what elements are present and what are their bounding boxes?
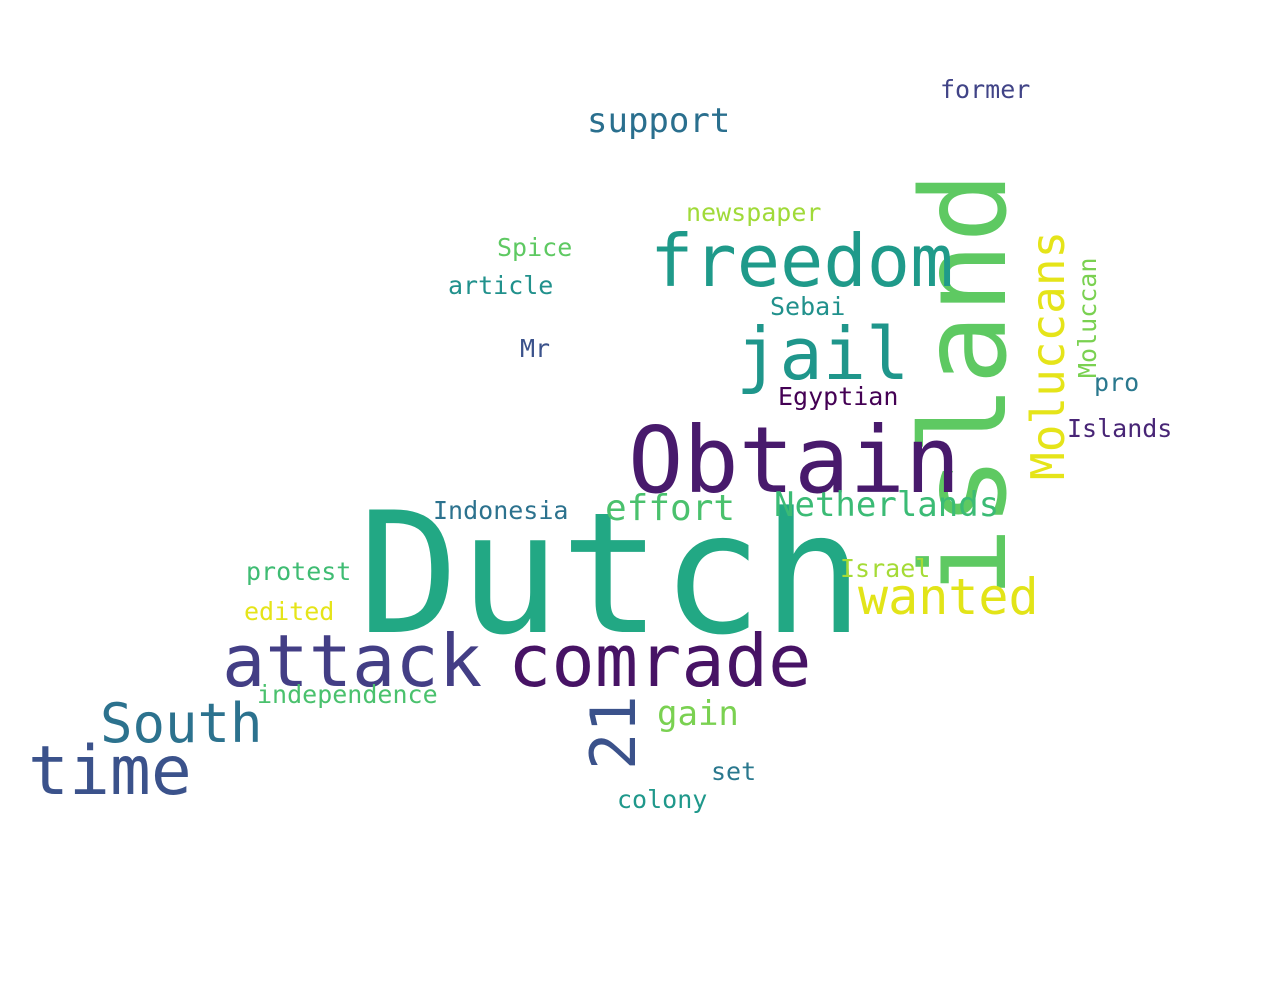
word-21: 21 xyxy=(577,695,650,770)
word-jail: jail xyxy=(736,312,910,396)
word-effort: effort xyxy=(605,488,736,529)
word-time: time xyxy=(28,732,192,811)
word-moluccans: Moluccans xyxy=(1021,230,1075,480)
word-south: South xyxy=(100,692,263,755)
word-mr: Mr xyxy=(520,334,551,363)
word-israel: Israel xyxy=(840,554,931,583)
word-pro: pro xyxy=(1094,368,1140,397)
word-spice: Spice xyxy=(497,233,573,262)
word-comrade: comrade xyxy=(508,619,812,703)
word-moluccan: Moluccan xyxy=(1073,257,1102,378)
word-independence: independence xyxy=(257,680,438,709)
word-netherlands: Netherlands xyxy=(774,485,1000,525)
word-set: set xyxy=(711,757,757,786)
word-newspaper: newspaper xyxy=(686,198,822,227)
word-protest: protest xyxy=(246,557,352,586)
word-attack: attack xyxy=(222,619,483,703)
word-support: support xyxy=(587,101,731,141)
word-freedom: freedom xyxy=(650,219,954,303)
word-former: former xyxy=(940,75,1031,104)
word-edited: edited xyxy=(244,597,335,626)
word-wanted: wanted xyxy=(858,568,1039,626)
word-dutch: Dutch xyxy=(358,476,864,672)
word-obtain: Obtain xyxy=(628,407,961,514)
word-colony: colony xyxy=(617,785,708,814)
word-sebai: Sebai xyxy=(770,292,846,321)
word-article: article xyxy=(448,271,554,300)
word-islands: Islands xyxy=(1067,414,1173,443)
word-indonesia: Indonesia xyxy=(433,496,569,525)
word-egyptian: Egyptian xyxy=(778,382,899,411)
word-gain: gain xyxy=(657,694,739,734)
